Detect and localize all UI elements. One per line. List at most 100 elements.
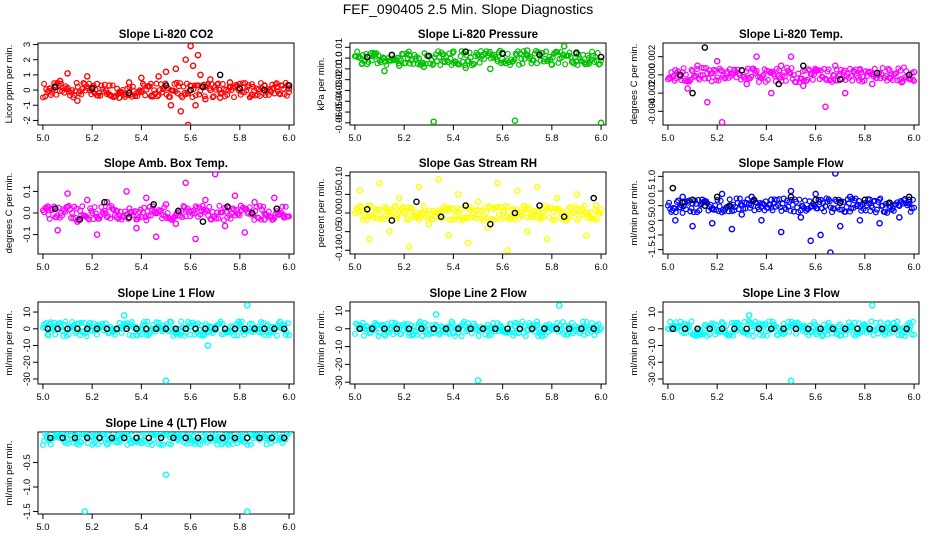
points-layer [39, 43, 293, 125]
data-point-colored [415, 183, 423, 191]
data-point-colored [768, 196, 775, 204]
data-point-colored [155, 73, 162, 80]
data-point-colored [583, 232, 590, 239]
data-point-colored [192, 101, 199, 109]
data-point-black [817, 325, 824, 333]
band-point [679, 209, 686, 216]
data-point-colored [172, 65, 180, 73]
band-point [118, 329, 125, 336]
band-point [476, 59, 483, 66]
points-layer [39, 172, 293, 243]
band-point [382, 215, 389, 222]
band-point [789, 201, 796, 208]
band-point [598, 205, 605, 212]
band-point [264, 321, 271, 328]
x-tick-label: 5.0 [661, 392, 674, 403]
data-point-black [381, 325, 388, 333]
data-point-black [388, 51, 396, 59]
data-point-black [182, 434, 189, 442]
band-point [41, 80, 48, 87]
data-point-black [261, 325, 268, 333]
band-point [235, 432, 242, 436]
panel-4: Slope Amb. Box Temp. 5.0 5.2 5.4 5.6 5.8 6.0 -0… [4, 158, 296, 273]
data-point-black [536, 202, 543, 209]
band-point [277, 211, 284, 218]
data-point-colored [211, 172, 219, 178]
y-tick-label: 0.002 [647, 45, 658, 69]
band-point [244, 441, 251, 448]
band-point [551, 216, 558, 223]
data-point-colored [182, 56, 189, 64]
data-point-colored [44, 434, 52, 442]
band-point [746, 319, 753, 326]
data-point-black [125, 89, 133, 97]
data-point-colored [44, 203, 52, 210]
data-point-colored [836, 332, 844, 339]
data-point-colored [758, 217, 765, 224]
data-point-colored [221, 222, 229, 230]
band-point [544, 58, 551, 65]
band-point [81, 320, 88, 327]
data-point-colored [187, 43, 194, 50]
data-point-black [755, 325, 763, 333]
band-point [154, 93, 161, 100]
band-point [482, 331, 489, 338]
y-tick-label: -20 [334, 358, 345, 372]
data-point-colored [881, 325, 888, 333]
data-point-black [701, 44, 709, 51]
band-point [481, 214, 488, 221]
band-point [519, 209, 526, 216]
panel-1: Slope Li-820 CO2 5.0 5.2 5.4 5.6 5.8 6.0 -2 -1 0 1… [4, 29, 296, 144]
band-point [884, 209, 891, 216]
band-point [132, 93, 139, 100]
data-point-colored [366, 235, 373, 243]
x-tick-label: 5.6 [496, 262, 509, 273]
data-point-black [553, 325, 561, 333]
data-point-black [271, 325, 278, 333]
data-point-black [462, 48, 469, 55]
band-point [143, 217, 150, 224]
data-point-colored [807, 237, 814, 245]
data-point-black [175, 207, 182, 215]
band-point [734, 200, 741, 207]
data-point-colored [381, 67, 388, 75]
data-point-colored [523, 47, 531, 54]
band-point [907, 208, 914, 215]
y-tick-label: -0.004 [647, 98, 658, 125]
band-point [762, 198, 769, 205]
band-point [581, 202, 588, 209]
band-point [667, 318, 674, 325]
band-point [387, 325, 394, 332]
band-point [908, 331, 915, 338]
data-point-colored [285, 85, 293, 92]
data-point-black [455, 325, 462, 333]
data-point-colored [689, 222, 696, 230]
y-tick-label: -0.05 [334, 101, 345, 123]
data-point-colored [81, 508, 89, 514]
data-point-black [829, 325, 837, 333]
band-point [166, 93, 173, 100]
band-point [213, 215, 220, 222]
band-point [200, 432, 207, 434]
data-point-colored [56, 77, 64, 85]
band-point [403, 216, 410, 223]
data-point-colored [876, 219, 883, 227]
data-point-colored [273, 83, 281, 91]
band-point [413, 331, 420, 338]
x-tick-label: 5.2 [398, 392, 411, 403]
data-point-colored [745, 312, 753, 319]
band-point [451, 333, 458, 340]
y-tick-label: -10 [647, 339, 658, 353]
points-layer [39, 302, 293, 384]
data-point-colored [199, 332, 207, 339]
data-point-colored [216, 94, 224, 101]
band-point [80, 79, 87, 86]
panel-title: Slope Line 4 (LT) Flow [105, 418, 226, 430]
band-point [826, 198, 833, 205]
band-point [519, 60, 526, 67]
band-point [199, 202, 206, 209]
data-point-colored [743, 80, 750, 88]
band-point [137, 89, 144, 96]
data-point-black [676, 71, 684, 79]
y-axis-label: degrees C per min. [629, 44, 640, 125]
